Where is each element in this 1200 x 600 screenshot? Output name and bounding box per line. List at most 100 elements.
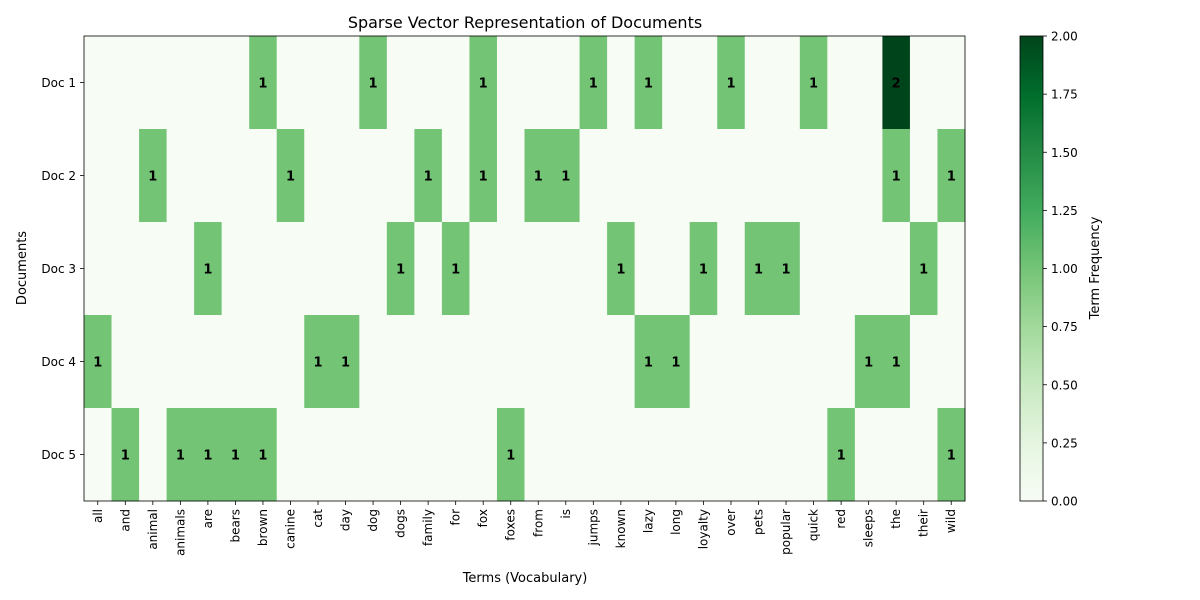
- heatmap-cell: [276, 222, 305, 316]
- cell-value-label: 1: [782, 263, 791, 278]
- heatmap-cell: [469, 315, 498, 409]
- heatmap-cell: [469, 36, 498, 130]
- colorbar-tick-label: 0.25: [1051, 436, 1078, 450]
- heatmap-cell: [469, 408, 498, 502]
- heatmap-cell: [111, 129, 140, 223]
- heatmap-cell: [304, 222, 333, 316]
- heatmap-cell: [854, 408, 883, 502]
- heatmap-cell: [662, 408, 691, 502]
- heatmap-cell: [772, 315, 801, 409]
- heatmap-cell: [744, 129, 773, 223]
- cell-value-labels: 1 1 1 1 1 1 1 2 1 1 1 1 1 1 1 1 1 1 1 1 1 1 1 1 1 1 1 1 1 1 1 1 1 1 1 1 1 1 1: [93, 77, 956, 464]
- heatmap-cell: [552, 408, 581, 502]
- cell-value-label: 1: [644, 77, 653, 92]
- heatmap-cell: [221, 315, 250, 409]
- heatmap-cell: [386, 408, 415, 502]
- heatmap-cell: [84, 222, 113, 316]
- heatmap-cell: [414, 315, 443, 409]
- heatmap-cell: [552, 315, 581, 409]
- heatmap-cell: [827, 36, 856, 130]
- heatmap-cell: [937, 222, 966, 316]
- colorbar-tick-label: 0.50: [1051, 378, 1078, 392]
- heatmap-cell: [799, 129, 828, 223]
- heatmap-cell: [854, 36, 883, 130]
- cell-value-label: 1: [396, 263, 405, 278]
- heatmap-cell: [909, 315, 938, 409]
- x-tick-label: quick: [807, 509, 821, 541]
- heatmap-cell: [882, 408, 911, 502]
- heatmap-cell: [194, 222, 223, 316]
- cell-value-label: 1: [699, 263, 708, 278]
- heatmap-cell: [276, 315, 305, 409]
- cell-value-label: 1: [837, 449, 846, 464]
- heatmap-cell: [249, 36, 278, 130]
- heatmap-cell: [524, 222, 553, 316]
- heatmap-cell: [221, 408, 250, 502]
- heatmap-cell: [744, 315, 773, 409]
- heatmap-cell: [331, 222, 360, 316]
- heatmap-cell: [717, 129, 746, 223]
- heatmap-cell: [937, 408, 966, 502]
- heatmap-cell: [579, 222, 608, 316]
- cell-value-label: 1: [176, 449, 185, 464]
- colorbar-tick-label: 0.75: [1051, 320, 1078, 334]
- cell-value-label: 1: [809, 77, 818, 92]
- heatmap-cell: [717, 315, 746, 409]
- cell-value-label: 1: [313, 356, 322, 371]
- heatmap-cell: [882, 129, 911, 223]
- heatmap-cell: [166, 222, 195, 316]
- heatmap-cell: [249, 315, 278, 409]
- heatmap-cell: [909, 36, 938, 130]
- y-tick-label: Doc 3: [41, 262, 76, 276]
- cell-value-label: 1: [506, 449, 515, 464]
- heatmap-cell: [552, 36, 581, 130]
- heatmap-cell: [937, 129, 966, 223]
- heatmap-cell: [139, 36, 168, 130]
- heatmap-cell: [854, 222, 883, 316]
- y-tick-label: Doc 1: [41, 76, 76, 90]
- x-axis-ticks: all and animal animals are bears brown canine ca…: [91, 501, 958, 556]
- x-tick-label: pets: [752, 509, 766, 535]
- heatmap-cell: [854, 315, 883, 409]
- heatmap-cell: [249, 129, 278, 223]
- heatmap-cell: [359, 315, 388, 409]
- x-tick-label: animal: [146, 509, 160, 550]
- x-tick-label: animals: [173, 509, 187, 556]
- heatmap-cell: [799, 408, 828, 502]
- heatmap-cell: [607, 129, 636, 223]
- heatmap-cell: [249, 222, 278, 316]
- colorbar: [1019, 35, 1044, 502]
- heatmap-cell: [276, 36, 305, 130]
- heatmap-cell: [552, 222, 581, 316]
- heatmap-cell: [744, 408, 773, 502]
- y-axis-ticks: Doc 1 Doc 2 Doc 3 Doc 4 Doc 5: [41, 76, 84, 462]
- heatmap-cell: [607, 222, 636, 316]
- x-tick-label: over: [724, 509, 738, 536]
- heatmap-cell: [496, 408, 525, 502]
- heatmap-cell: [331, 129, 360, 223]
- cell-value-label: 1: [534, 170, 543, 185]
- heatmap-cell: [662, 222, 691, 316]
- colorbar-tick-label: 1.00: [1051, 262, 1078, 276]
- cell-value-label: 1: [121, 449, 130, 464]
- heatmap-cell: [882, 36, 911, 130]
- y-tick-label: Doc 4: [41, 355, 76, 369]
- heatmap-cell: [304, 36, 333, 130]
- heatmap-cell: [634, 129, 663, 223]
- y-tick-label: Doc 5: [41, 448, 76, 462]
- heatmap-cell: [882, 315, 911, 409]
- heatmap-cell: [909, 222, 938, 316]
- cell-value-label: 1: [671, 356, 680, 371]
- x-tick-label: foxes: [504, 509, 518, 541]
- heatmap-cell: [221, 36, 250, 130]
- x-tick-label: known: [614, 509, 628, 548]
- x-tick-label: their: [917, 509, 931, 537]
- heatmap-cell: [166, 408, 195, 502]
- heatmap-cell: [221, 222, 250, 316]
- heatmap-cell: [304, 129, 333, 223]
- heatmap-cell: [909, 129, 938, 223]
- colorbar-tick-label: 1.25: [1051, 204, 1078, 218]
- heatmap-cell: [552, 129, 581, 223]
- heatmap-cell: [579, 36, 608, 130]
